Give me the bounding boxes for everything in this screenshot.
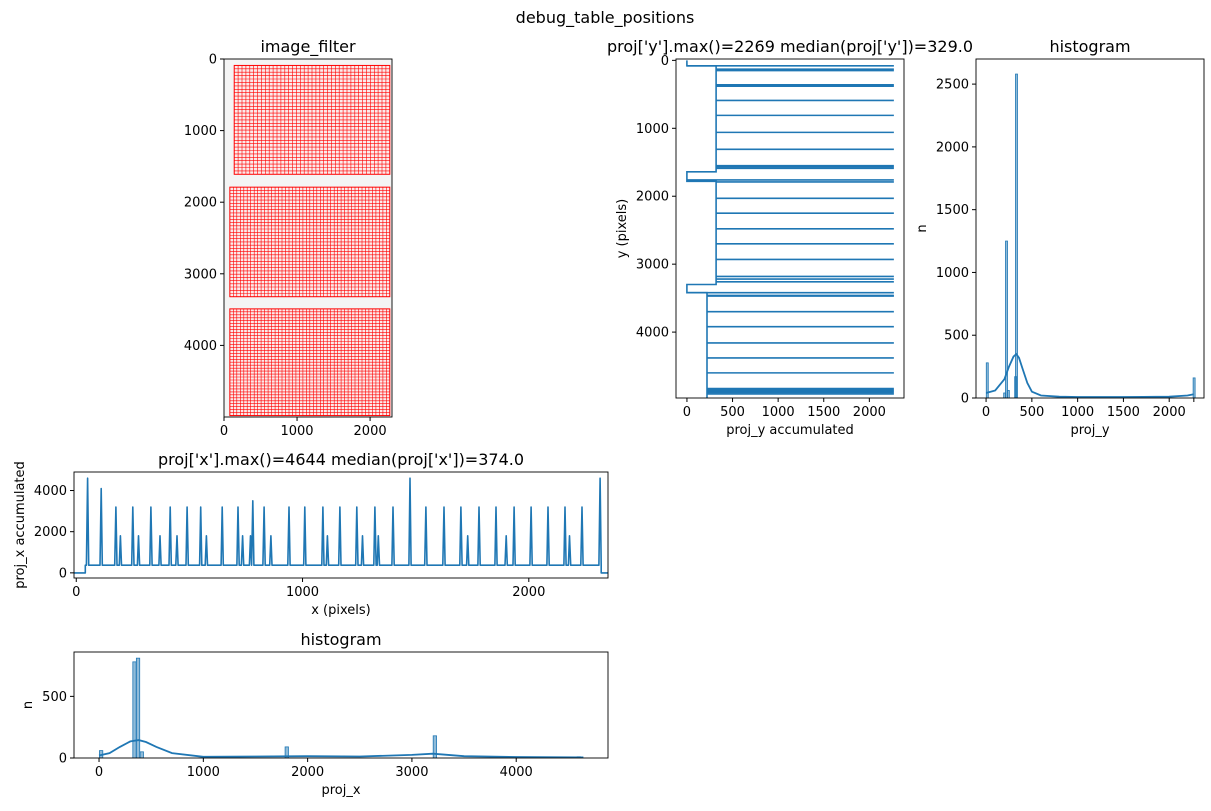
histogram-bar: [1006, 390, 1010, 398]
y-tick-label: 1000: [636, 122, 669, 137]
x-tick-label: 0: [95, 765, 103, 780]
y-tick-label: 0: [661, 54, 669, 69]
histogram-bar: [985, 362, 989, 398]
y-tick-label: 1500: [936, 203, 969, 218]
table-cell-lines: [234, 65, 390, 175]
plot-area: [985, 73, 1196, 398]
histogram-bar: [132, 661, 137, 758]
x-tick-label: 1500: [807, 405, 840, 420]
y-axis-label: n: [21, 701, 36, 709]
x-tick-label: 0: [72, 585, 80, 600]
x-tick-label: 1000: [280, 424, 313, 439]
x-axis-label: proj_x: [321, 783, 360, 798]
table-cell-lines: [229, 308, 390, 416]
x-tick-label: 0: [683, 405, 691, 420]
x-tick-label: 2000: [354, 424, 387, 439]
plot-area: [74, 477, 608, 574]
y-axis-label: n: [915, 224, 930, 232]
table-grid: [233, 64, 391, 175]
panel-title: histogram: [1049, 37, 1130, 56]
x-tick-label: 1000: [1061, 405, 1094, 420]
y-tick-label: 2000: [936, 140, 969, 155]
panel-title: proj['y'].max()=2269 median(proj['y'])=3…: [607, 37, 973, 56]
plot-area: [686, 60, 894, 398]
x-tick-label: 1000: [762, 405, 795, 420]
y-tick-label: 0: [961, 392, 969, 407]
x-tick-label: 2000: [291, 765, 324, 780]
table-cell-lines: [229, 187, 390, 297]
y-tick-label: 4000: [184, 339, 217, 354]
kde-curve: [985, 352, 1194, 398]
y-tick-label: 0: [59, 566, 67, 581]
x-tick-label: 1000: [187, 765, 220, 780]
proj-y-panel: 0 500 1000 1500 2000 0 1000 2000 3000 4000 proj['y…: [607, 37, 973, 438]
proj-x-line: [74, 477, 608, 574]
x-tick-label: 0: [982, 405, 990, 420]
proj-y-baseline: [686, 60, 717, 398]
panel-title: image_filter: [260, 37, 355, 57]
proj-x-panel: 0 1000 2000 0 2000 4000 proj['x'].max()=4644 m…: [13, 450, 609, 618]
x-tick-label: 1500: [1107, 405, 1140, 420]
x-tick-label: 2000: [1153, 405, 1186, 420]
y-axis-label: y (pixels): [615, 199, 630, 259]
x-tick-label: 1000: [286, 585, 319, 600]
y-axis-label: proj_x accumulated: [13, 461, 28, 589]
x-tick-label: 2000: [853, 405, 886, 420]
y-tick-label: 3000: [636, 258, 669, 273]
y-tick-label: 1000: [936, 266, 969, 281]
x-axis-label: proj_y: [1070, 423, 1109, 438]
panel-title: proj['x'].max()=4644 median(proj['x'])=3…: [158, 450, 524, 469]
y-tick-label: 4000: [34, 484, 67, 499]
histogram-bar: [432, 735, 437, 758]
table-grid: [229, 186, 391, 298]
y-tick-label: 500: [944, 329, 969, 344]
plot-frame: [73, 651, 609, 759]
figure-title: debug_table_positions: [516, 8, 695, 28]
panel-title: histogram: [300, 630, 381, 649]
x-axis-label: x (pixels): [311, 603, 371, 618]
x-tick-label: 500: [1019, 405, 1044, 420]
hist-x-panel: 0 1000 2000 3000 4000 0 500 histogram proj_x n: [21, 630, 609, 798]
table-grid: [229, 308, 391, 417]
x-tick-label: 0: [220, 424, 228, 439]
y-tick-label: 3000: [184, 267, 217, 282]
x-tick-label: 3000: [395, 765, 428, 780]
y-tick-label: 1000: [184, 124, 217, 139]
histogram-bar: [1015, 73, 1018, 398]
plot-area: [224, 59, 392, 417]
histogram-bar: [284, 746, 289, 758]
image-panel: 0 1000 2000 0 1000 2000 3000 4000 image_filter: [184, 37, 393, 439]
y-tick-label: 4000: [636, 326, 669, 341]
x-tick-label: 2000: [512, 585, 545, 600]
plot-area: [98, 657, 584, 758]
y-tick-label: 2000: [636, 190, 669, 205]
y-tick-label: 0: [209, 53, 217, 68]
y-tick-label: 500: [42, 690, 67, 705]
histogram-bar: [139, 751, 144, 758]
y-tick-label: 2000: [184, 196, 217, 211]
x-axis-label: proj_y accumulated: [726, 423, 854, 438]
y-tick-label: 0: [59, 752, 67, 767]
x-tick-label: 4000: [500, 765, 533, 780]
histogram-bar: [1005, 240, 1008, 398]
plot-frame: [73, 471, 609, 579]
plot-frame: [675, 58, 905, 399]
kde-curve: [98, 739, 584, 758]
x-tick-label: 500: [720, 405, 745, 420]
y-tick-label: 2500: [936, 78, 969, 93]
plot-frame: [223, 58, 393, 418]
hist-y-panel: 0 500 1000 1500 2000 0 500 1000 1500 2000 2500 hist…: [915, 37, 1205, 438]
plot-frame: [975, 58, 1205, 399]
histogram-bar: [135, 657, 141, 758]
y-tick-label: 2000: [34, 525, 67, 540]
